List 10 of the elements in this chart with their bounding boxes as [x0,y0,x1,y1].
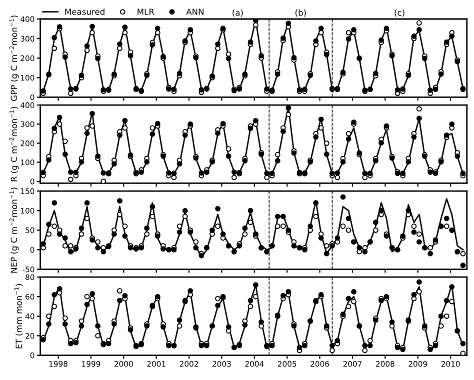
text: (c) [394,9,404,17]
text: (a) [232,9,243,17]
legend-label: ANN [186,8,204,15]
legend-label: MLR [138,8,154,15]
y-axis-title: R (g C m$^{−2}$mon$^{−1}$) [9,106,19,182]
y-axis-title: GPP (g C m$^{−2}$mon$^{−1}$) [9,16,19,101]
y-axis-title: NEP (g C m$^{−2}$mon$^{−1}$) [9,188,19,273]
legend-label: Measured [65,8,104,15]
y-axis-title: ET (mm mon$^{−1}$) [14,284,23,348]
text: (b) [295,9,306,17]
